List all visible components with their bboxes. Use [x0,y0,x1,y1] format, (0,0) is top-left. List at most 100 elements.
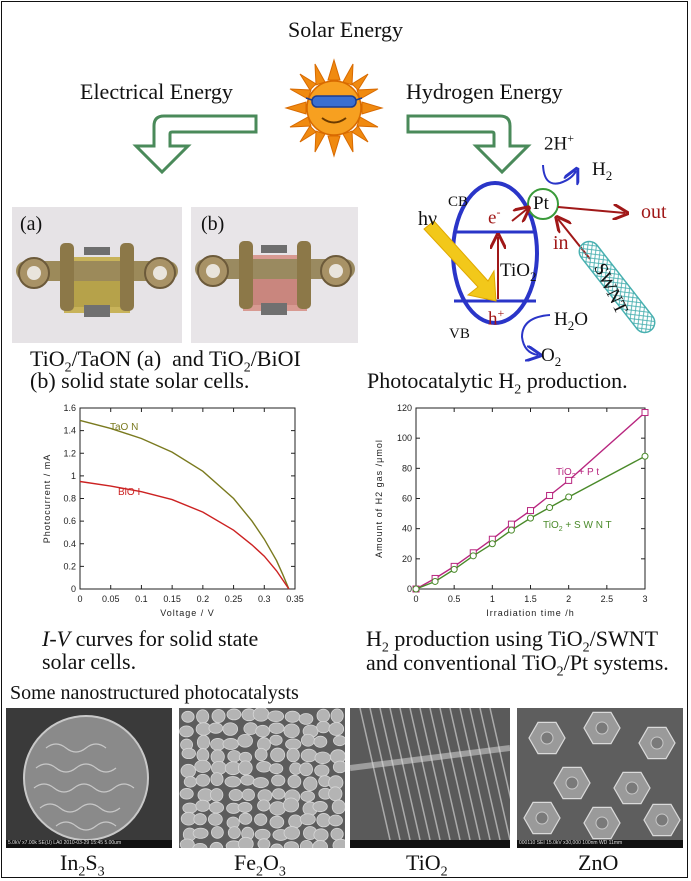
fe2o3-particle [243,722,259,736]
series-line-1 [79,419,290,590]
zno-core [540,731,554,745]
y-tick-label: 60 [402,494,412,504]
fe2o3-particle [267,710,285,722]
data-point [488,540,496,548]
arrow-to-hydrogen [406,114,532,175]
fe2o3-particle [252,708,270,722]
label-b: (b) [201,213,225,235]
fe2o3-particle [194,759,211,773]
fe2o3-particle [333,735,345,747]
y-tick-label: 1.4 [63,426,76,436]
data-point [507,526,515,534]
fe2o3-particle [237,802,253,813]
y-tick-label: 0 [71,584,76,594]
gallery-label-zno: ZnO [578,850,619,875]
fe2o3-particle [181,747,196,760]
fe2o3-particle [269,734,283,746]
fe2o3-particle [332,760,345,774]
fe2o3-particle [222,722,239,736]
fe2o3-particle [331,799,345,815]
series-label-1: TiO2 + P t [556,467,599,480]
electrical-energy-label: Electrical Energy [80,79,233,104]
series-line-1 [415,411,646,590]
cells-caption-line2: (b) solid state solar cells. [30,368,250,393]
cb-label: CB [448,194,469,210]
y-tick-label: 120 [397,403,412,413]
x-tick-label: 0.1 [135,594,148,604]
fe2o3-particle [179,838,195,848]
fe2o3-particle [195,773,211,787]
iv-chart: 0 0.05 0.1 0.15 0.2 0.25 0.3 0.35 0 0.2 0.4 0.6 0.8 1… [42,403,304,618]
fe2o3-particle [209,788,224,802]
fe2o3-particle [237,836,254,848]
y-tick-label: 20 [402,554,412,564]
label-a: (a) [20,213,43,235]
photocatalysis-diagram [423,125,656,375]
out-label: out [641,201,667,223]
gallery-label-in2s3: In2S3 [60,850,105,880]
fe2o3-particle [210,772,224,787]
sun-icon [284,58,384,158]
fe2o3-particle [257,799,271,812]
fe2o3-particle [332,838,345,848]
in-label: in [553,232,569,254]
fe2o3-particle [210,826,224,839]
x-tick-label: 0.3 [258,594,271,604]
fe2o3-particle [314,751,331,765]
x-tick-label: 0.05 [102,594,120,604]
h2-chart: 0 0.5 1 1.5 2 2.5 3 0 20 40 60 80 100 120 Irradiation … [374,403,649,618]
fe2o3-particle [228,788,243,802]
gallery-label-fe2o3: Fe2O3 [234,850,286,880]
zno-core [655,813,669,827]
data-point [450,565,458,573]
x-tick-label: 2 [566,594,571,604]
fe2o3-particle [283,841,299,848]
fe2o3-particle [271,774,286,787]
fe2o3-particle [208,801,224,814]
data-point [565,493,573,501]
pt-label: Pt [533,193,549,214]
out-arrow [557,207,625,213]
fe2o3-particle [286,747,300,763]
fe2o3-particle [227,750,242,763]
x-axis-label: Voltage / V [160,608,215,618]
hv-label: hν [418,208,438,230]
data-point [507,520,515,528]
fe2o3-particle [196,748,210,762]
x-tick-label: 0 [413,594,418,604]
fe2o3-particle [180,763,196,779]
fe2o3-particle [312,801,328,813]
fe2o3-particle [299,762,313,777]
series-label-2: BiO I [118,487,140,498]
fe2o3-particle [183,776,197,788]
fe2o3-particle [313,735,328,748]
series-line-2 [415,455,646,590]
fe2o3-particle [288,814,303,829]
y-tick-label: 1.6 [63,403,76,413]
fe2o3-particle [196,709,210,724]
x-tick-label: 0.25 [225,594,243,604]
fe2o3-particle [330,827,344,841]
electron-label: e- [488,205,501,229]
data-point [412,585,420,593]
fe2o3-particle [207,812,223,826]
data-point [527,507,534,515]
data-point [641,409,649,417]
y-tick-label: 0.4 [63,539,76,549]
fe2o3-particle [283,826,301,840]
o2-evolution-arrow [520,314,551,355]
fe2o3-particle [299,813,316,826]
fe2o3-particle [287,774,302,789]
y-axis-label: Amount of H2 gas /μmol [374,439,384,558]
fe2o3-particle [181,710,195,723]
swnt-tube-icon [578,240,656,334]
y-tick-label: 0.2 [63,561,76,571]
fe2o3-particle [282,797,300,813]
fe2o3-particle [252,777,269,789]
vb-label: VB [449,326,470,342]
sem-bar-4: 000110 SEI 15.0kV x30,000 100nm WD 11mm [519,840,623,846]
electron-transfer-arrow [511,209,527,221]
fe2o3-particle [303,776,318,792]
fe2o3-particle [237,733,253,748]
